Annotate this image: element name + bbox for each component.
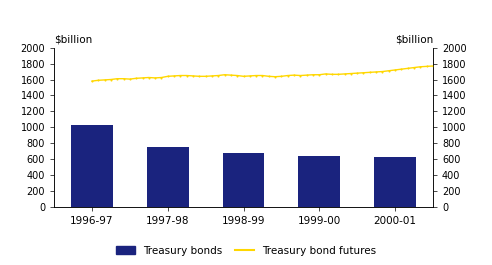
Bar: [223, 153, 264, 207]
Bar: [374, 157, 416, 207]
Text: $billion: $billion: [54, 34, 92, 45]
Legend: Treasury bonds, Treasury bond futures: Treasury bonds, Treasury bond futures: [112, 241, 380, 260]
Bar: [71, 125, 113, 207]
Bar: [147, 147, 188, 207]
Bar: [299, 156, 340, 207]
Text: $billion: $billion: [395, 34, 433, 45]
